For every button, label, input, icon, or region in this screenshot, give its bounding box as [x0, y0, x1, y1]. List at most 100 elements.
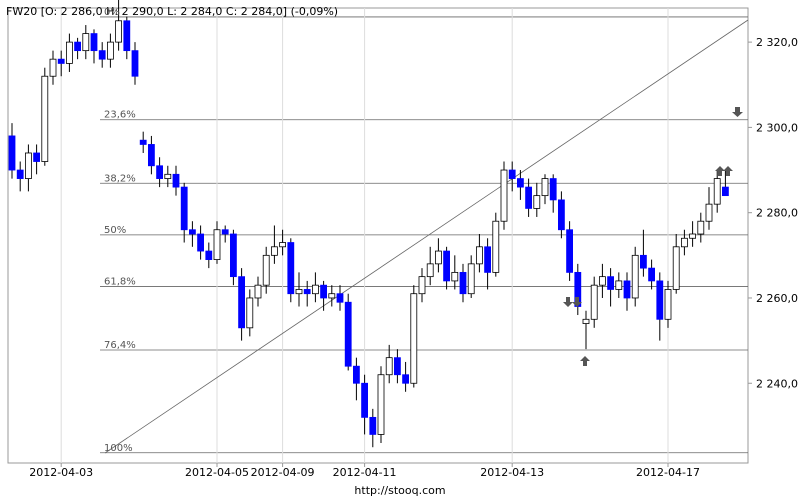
candle-body: [139, 139, 147, 145]
arrow: [563, 297, 573, 307]
chart-title: FW20 [O: 2 286,0 H: 2 290,0 L: 2 284,0 C…: [6, 5, 338, 18]
x-tick-label: 2012-04-03: [29, 466, 93, 479]
candle-body: [90, 33, 98, 52]
candle-body: [287, 242, 295, 295]
candle-body: [213, 229, 221, 260]
candle-body: [615, 280, 623, 290]
candle-body: [369, 416, 377, 435]
fib-label: 100%: [104, 443, 133, 454]
candle-body: [541, 178, 549, 197]
candle-body: [697, 220, 705, 235]
y-tick-label: 2 320,0: [756, 36, 798, 49]
candle-body: [664, 289, 672, 320]
candle-body: [681, 237, 688, 248]
candle-body: [74, 41, 81, 52]
fib-label: 0%: [104, 7, 120, 18]
candle-body: [656, 280, 664, 320]
candle-body: [426, 263, 434, 278]
candle-body: [8, 135, 16, 171]
candle-body: [377, 374, 385, 435]
x-tick-label: 2012-04-17: [636, 466, 700, 479]
source: http://stooq.com: [354, 484, 445, 497]
candle-body: [599, 276, 606, 286]
candle-body: [164, 173, 172, 179]
candle-body: [311, 284, 319, 295]
arrow: [732, 107, 743, 117]
candle-body: [443, 250, 451, 282]
candle-body: [229, 233, 237, 278]
candle-body: [82, 33, 90, 52]
fib-label: 38,2%: [104, 173, 136, 184]
candle-body: [328, 293, 336, 299]
candle-body: [361, 382, 369, 418]
candle-body: [451, 271, 459, 282]
candle-body: [238, 276, 246, 329]
candle-body: [33, 152, 40, 162]
candle-body: [558, 199, 565, 231]
candle-body: [508, 169, 516, 179]
candle-body: [582, 318, 590, 324]
candle-body: [115, 20, 122, 43]
candle-body: [689, 233, 696, 239]
candle-body: [205, 250, 213, 260]
x-tick-label: 2012-04-09: [251, 466, 315, 479]
candle-body: [517, 178, 524, 188]
candle-body: [123, 20, 131, 52]
candle-body: [410, 293, 418, 384]
candle-body: [722, 186, 729, 197]
candle-body: [336, 293, 344, 303]
candle-body: [188, 229, 196, 235]
x-tick-label: 2012-04-13: [480, 466, 544, 479]
candle-body: [98, 50, 106, 60]
candle-body: [574, 271, 582, 307]
candle-body: [475, 246, 483, 265]
candle-body: [147, 144, 155, 167]
arrow: [580, 356, 590, 366]
candle-body: [533, 195, 541, 209]
arrow: [723, 166, 733, 176]
arrow: [572, 297, 582, 307]
candle-body: [180, 186, 188, 231]
y-tick-label: 2 260,0: [756, 292, 798, 305]
candle-body: [221, 229, 229, 235]
candle-body: [156, 165, 164, 179]
candle-body: [262, 254, 270, 286]
candle-body: [500, 169, 508, 222]
candle-body: [459, 271, 467, 295]
x-tick-label: 2012-04-11: [333, 466, 397, 479]
candle-body: [49, 58, 57, 77]
candle-body: [246, 297, 254, 329]
candle-body: [492, 220, 500, 273]
candle-body: [107, 41, 114, 60]
candle-body: [590, 284, 598, 320]
candle-body: [607, 276, 614, 290]
candle-body: [648, 267, 655, 282]
candle-body: [270, 246, 278, 256]
candle-body: [41, 75, 49, 162]
candle-body: [640, 254, 647, 269]
fib-label: 50%: [104, 225, 126, 236]
candle-body: [393, 357, 401, 376]
candle-body: [303, 289, 311, 295]
candle-body: [172, 173, 180, 188]
candle-body: [484, 246, 492, 273]
candle-body: [385, 357, 393, 376]
candle-body: [631, 254, 639, 299]
candle-body: [672, 246, 680, 290]
arrows: [563, 107, 743, 366]
fib-label: 76,4%: [104, 340, 136, 351]
candle-body: [418, 276, 426, 295]
candle-body: [713, 178, 721, 205]
candle-body: [16, 169, 24, 179]
candle-body: [549, 178, 557, 201]
candle-body: [352, 365, 360, 384]
candle-body: [434, 250, 442, 265]
candle-body: [320, 284, 328, 299]
candle-body: [525, 186, 532, 209]
candle-body: [131, 50, 139, 77]
y-tick-label: 2 240,0: [756, 377, 798, 390]
x-tick-label: 2012-04-05: [185, 466, 249, 479]
fib-label: 23,6%: [104, 110, 136, 121]
